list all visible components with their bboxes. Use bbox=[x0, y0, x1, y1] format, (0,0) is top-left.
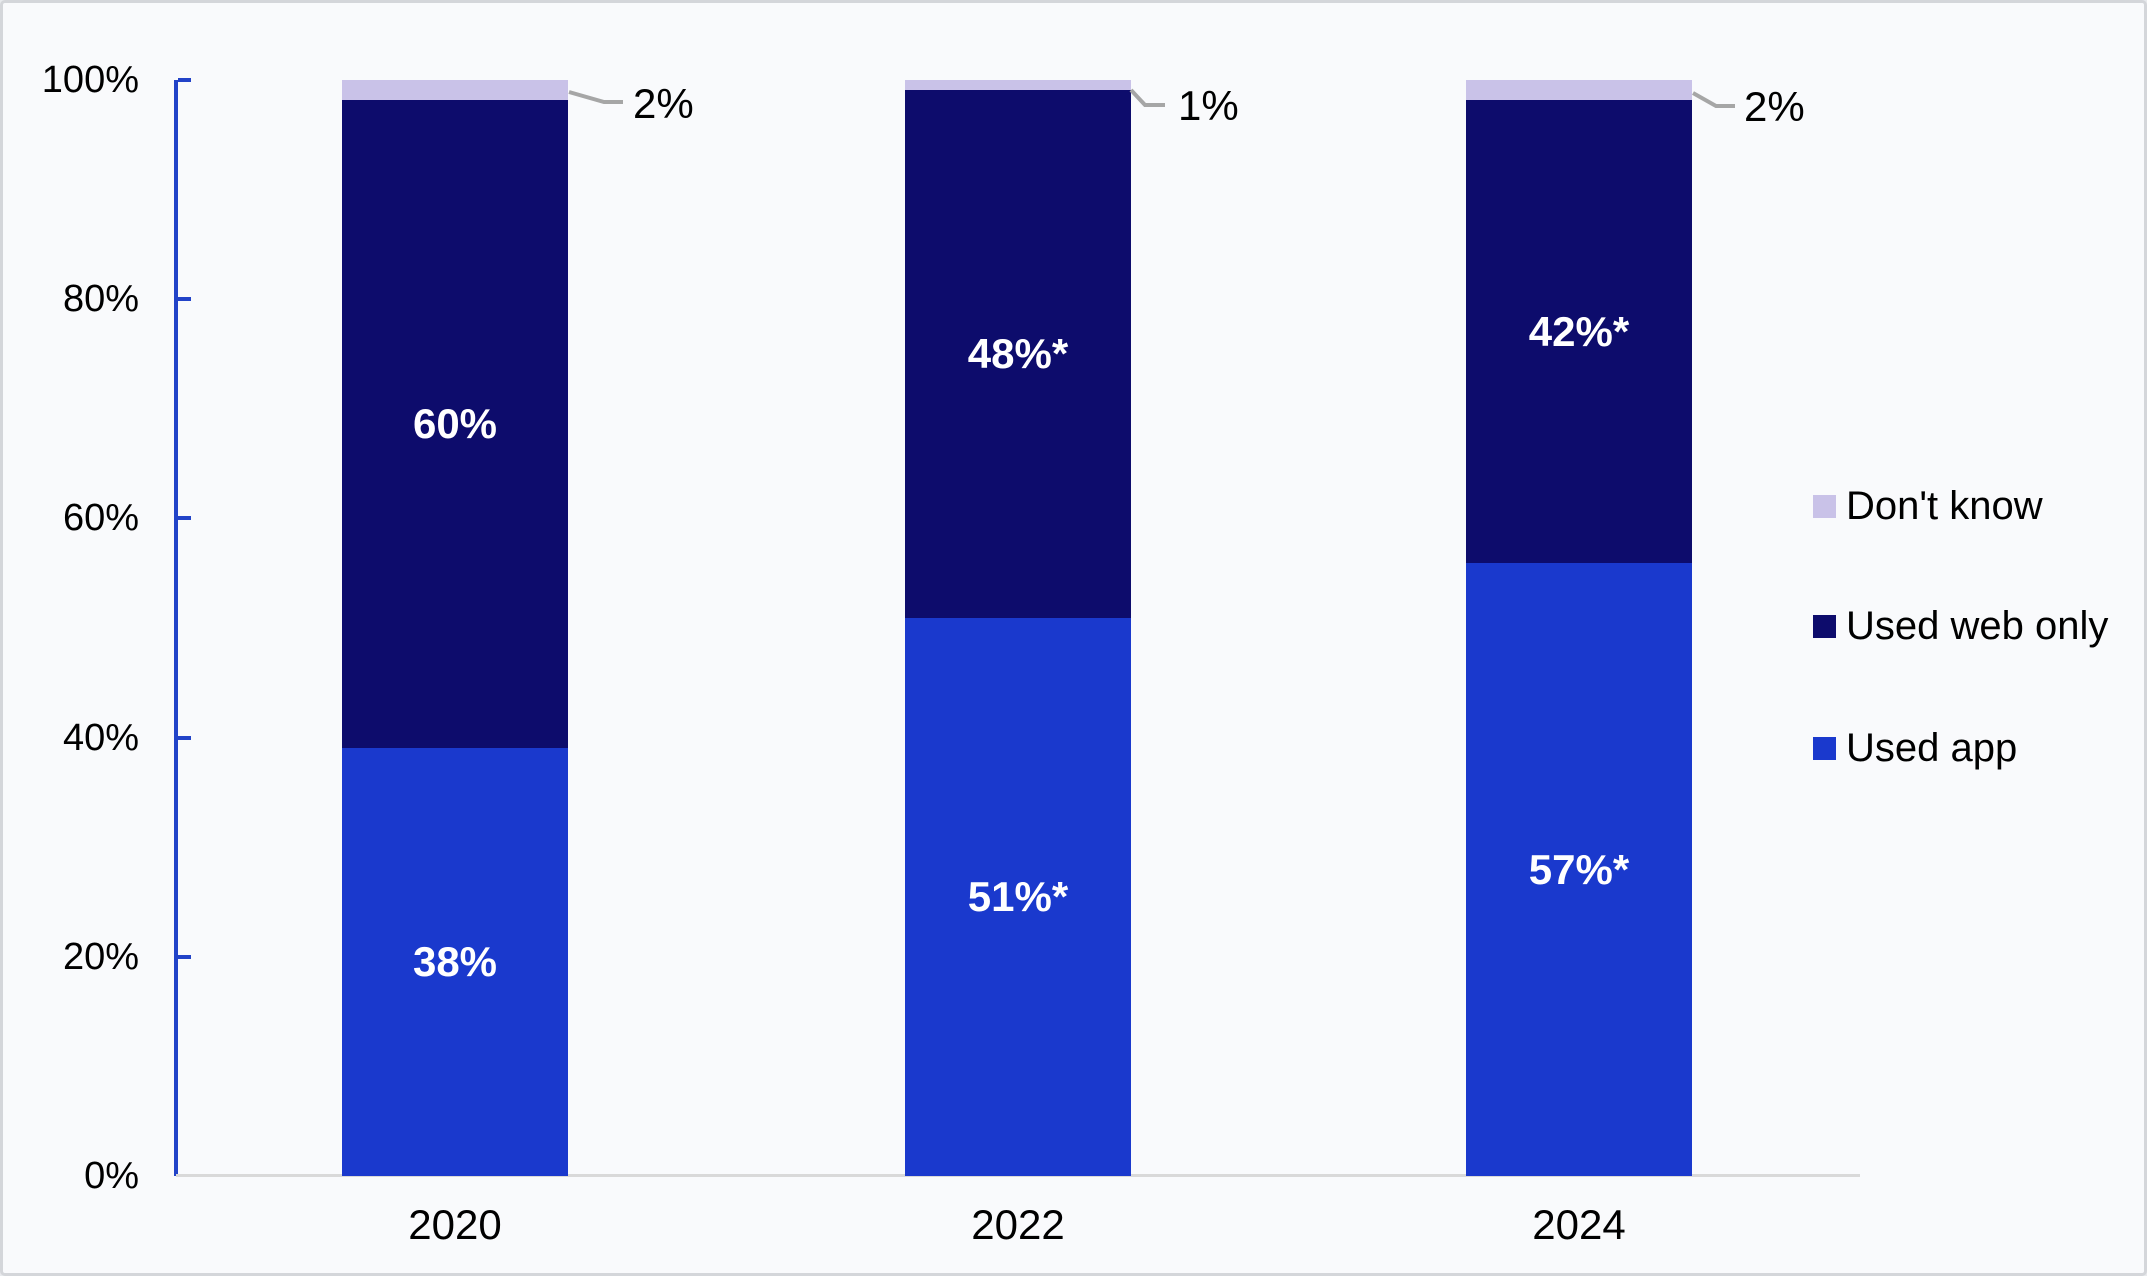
y-tick-mark bbox=[178, 516, 191, 521]
y-axis-line bbox=[174, 80, 178, 1176]
legend-item-dont-know: Don't know bbox=[1813, 483, 2043, 529]
y-tick-label: 0% bbox=[84, 1155, 139, 1197]
y-tick-mark bbox=[178, 297, 191, 302]
y-tick-label: 100% bbox=[41, 59, 139, 101]
legend-label: Used web only bbox=[1846, 604, 2109, 648]
bar-2022-segment-used-web-only: 48%* bbox=[905, 90, 1131, 618]
bar-segment-label: 48%* bbox=[967, 330, 1069, 377]
bar-2020-segment-don-t-know bbox=[342, 80, 568, 101]
y-tick-label: 20% bbox=[62, 935, 139, 978]
callout-label: 2% bbox=[633, 80, 694, 127]
callout-label: 1% bbox=[1178, 82, 1239, 129]
plot-area: 0% 20% 40% 60% 80% 100% 60% 38% 2020 48%* 51%* 202… bbox=[3, 3, 2144, 1273]
bar-segment-label: 38% bbox=[412, 938, 498, 986]
y-tick-label: 40% bbox=[62, 716, 139, 759]
bar-segment-label: 42%* bbox=[1528, 307, 1630, 355]
legend-label: Don't know bbox=[1846, 484, 2043, 528]
y-tick-mark bbox=[178, 78, 191, 82]
y-tick-label: 80% bbox=[62, 278, 139, 321]
legend-item-used-web-only: Used web only bbox=[1813, 603, 2108, 649]
bar-2024-segment-don-t-know bbox=[1466, 80, 1692, 100]
bar-2022-segment-don-t-know bbox=[905, 80, 1131, 91]
y-tick-mark bbox=[178, 954, 191, 959]
callout-leader-line bbox=[568, 90, 623, 104]
callout-leader-line bbox=[1692, 91, 1735, 108]
bar-segment-label: 51%* bbox=[967, 872, 1069, 920]
legend-item-used-app: Used app bbox=[1813, 725, 2017, 771]
bar-2020-segment-used-app: 38% bbox=[342, 748, 568, 1176]
x-axis-label-2022: 2022 bbox=[971, 1201, 1065, 1248]
x-axis-label-2020: 2020 bbox=[408, 1201, 502, 1248]
bar-2024: 42%* 57%* bbox=[1466, 80, 1692, 1176]
bar-2022: 48%* 51%* bbox=[905, 80, 1131, 1177]
bar-segment-label: 57%* bbox=[1528, 845, 1630, 893]
legend-swatch-used-app bbox=[1813, 736, 1836, 760]
bar-2022-segment-used-app: 51%* bbox=[905, 617, 1131, 1177]
bar-2024-segment-used-web-only: 42%* bbox=[1466, 99, 1692, 564]
legend-swatch-used-web-only bbox=[1813, 614, 1836, 638]
legend-label: Used app bbox=[1846, 726, 2018, 770]
bar-segment-label: 60% bbox=[412, 400, 498, 448]
callout-leader-line bbox=[1129, 88, 1165, 107]
y-tick-mark bbox=[178, 735, 191, 740]
y-tick-label: 60% bbox=[62, 497, 139, 540]
bar-2020: 60% 38% bbox=[342, 80, 568, 1176]
x-axis-label-2024: 2024 bbox=[1532, 1201, 1626, 1248]
callout-label: 2% bbox=[1744, 83, 1805, 130]
bar-2024-segment-used-app: 57%* bbox=[1466, 563, 1692, 1176]
bar-2020-segment-used-web-only: 60% bbox=[342, 100, 568, 749]
legend-swatch-dont-know bbox=[1813, 494, 1836, 518]
